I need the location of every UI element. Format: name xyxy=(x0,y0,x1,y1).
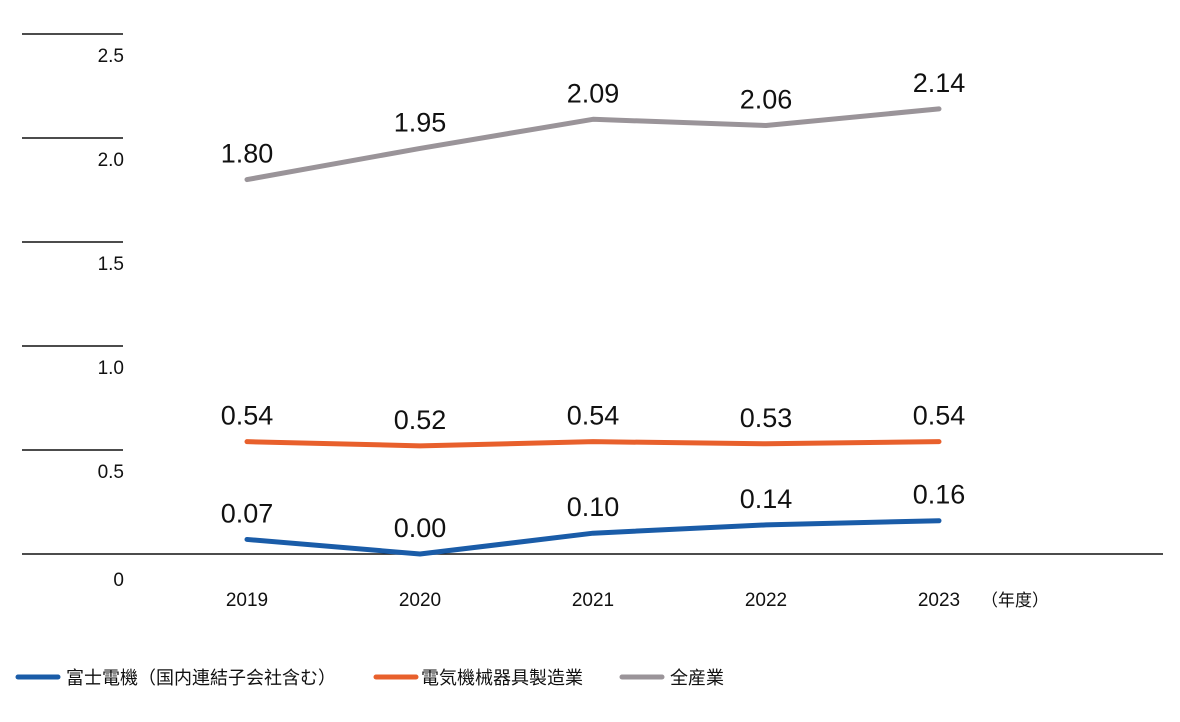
data-label-s2-2023: 2.14 xyxy=(913,68,966,98)
series-line-1 xyxy=(244,439,942,449)
y-tick-label: 1.5 xyxy=(98,254,124,275)
data-label-s1-2019: 0.54 xyxy=(221,401,274,431)
data-label-s0-2023: 0.16 xyxy=(913,480,966,510)
x-tick-label-2020: 2020 xyxy=(399,590,441,611)
legend-label-2: 全産業 xyxy=(670,668,724,689)
series-line-2 xyxy=(244,106,942,183)
y-tick-label: 0.5 xyxy=(98,462,124,483)
data-label-s0-2019: 0.07 xyxy=(221,498,274,528)
legend-item-2: 全産業 xyxy=(619,668,724,689)
y-tick-label: 2.0 xyxy=(98,150,124,171)
data-label-s2-2022: 2.06 xyxy=(740,85,793,115)
data-label-s2-2020: 1.95 xyxy=(394,107,447,137)
data-label-s0-2020: 0.00 xyxy=(394,513,447,543)
legend: 富士電機（国内連結子会社含む） 電気機械器具製造業 全産業 xyxy=(15,668,724,689)
data-label-s2-2019: 1.80 xyxy=(221,139,274,169)
legend-label-0: 富士電機（国内連結子会社含む） xyxy=(66,668,336,689)
y-tick-label: 2.5 xyxy=(98,46,124,67)
x-tick-label-2023: 2023 xyxy=(918,590,960,611)
data-labels: 0.07 0.00 0.10 0.14 0.16 0.54 0.52 0.54 0.53 0.54… xyxy=(221,68,966,543)
data-label-s2-2021: 2.09 xyxy=(567,78,620,108)
data-label-s1-2021: 0.54 xyxy=(567,401,620,431)
y-tick-label: 0 xyxy=(113,570,124,591)
x-axis-unit-label: （年度） xyxy=(981,591,1049,611)
series-line-0 xyxy=(244,518,942,557)
data-label-s0-2021: 0.10 xyxy=(567,492,620,522)
series-lines xyxy=(244,106,942,557)
data-label-s1-2022: 0.53 xyxy=(740,403,793,433)
data-label-s1-2020: 0.52 xyxy=(394,405,447,435)
data-label-s0-2022: 0.14 xyxy=(740,484,793,514)
x-tick-label-2021: 2021 xyxy=(572,590,614,611)
y-tick-label: 1.0 xyxy=(98,358,124,379)
y-axis: 0 0.5 1.0 1.5 2.0 2.5 xyxy=(22,33,124,591)
data-label-s1-2023: 0.54 xyxy=(913,401,966,431)
x-tick-label-2019: 2019 xyxy=(226,590,268,611)
legend-item-1: 電気機械器具製造業 xyxy=(373,668,583,689)
legend-item-0: 富士電機（国内連結子会社含む） xyxy=(15,668,336,689)
x-axis-labels: 2019 2020 2021 2022 2023 xyxy=(226,590,960,611)
legend-label-1: 電気機械器具製造業 xyxy=(421,668,583,689)
x-tick-label-2022: 2022 xyxy=(745,590,787,611)
